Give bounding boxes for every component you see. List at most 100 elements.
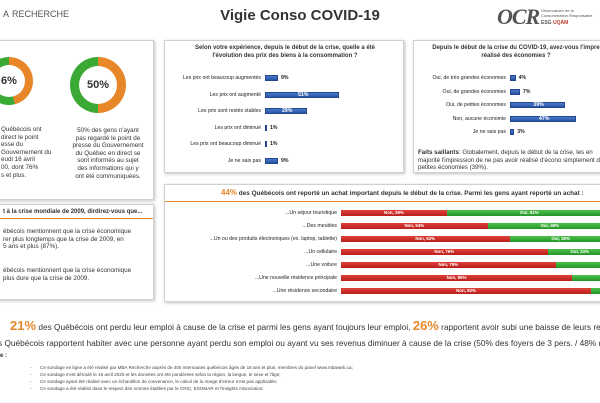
footer-stat-2: s Québécois rapportent habiter avec une … (0, 338, 600, 348)
non-value-label: Non, 62% (415, 236, 436, 241)
bar-value-label: 1% (270, 124, 278, 131)
purchase-row-label: ...Une nouvelle résidence principale (254, 275, 337, 281)
bar-label: Oui, de très grandes économies (432, 75, 506, 81)
bar-label: Non, aucune économie (452, 115, 506, 122)
bar-label: Les prix ont augmenté (209, 91, 261, 98)
ocr-logo: OCR Observatoire de la Consommation Resp… (497, 4, 600, 30)
note-line: - Ce sondage en ligne a été réalisé par M… (30, 365, 353, 370)
esg-label: ESG UQÀM (541, 20, 569, 26)
donut-left-text: Québécois ont direct le point esse du Gouve… (1, 126, 61, 179)
purchase-row-label: ...Un ou des produits électroniques (ex.… (209, 236, 337, 242)
donut-right-text-line: presse du Gouvernement (72, 142, 144, 150)
bar (265, 75, 279, 81)
oui-segment (547, 249, 600, 255)
note-line: - Ce sondage s'est déroulé le 16 avril 20… (30, 372, 281, 377)
non-value-label: Non, 92% (456, 288, 476, 293)
donut-left-text-line: esse du (1, 141, 24, 149)
footer-stat-1: 21% des Québécois ont perdu leur emploi … (10, 318, 600, 333)
savings-question-line: Depuis le début de la crise du COVID-19,… (432, 45, 600, 51)
bar-value-label: 47% (539, 115, 550, 122)
donut-right-text-line: pas regardé le point de (75, 134, 141, 142)
oui-segment (555, 262, 600, 268)
bar-value-label: 9% (281, 157, 289, 164)
non-segment (341, 249, 548, 255)
prices-question-line: Selon votre expérience, depuis le début … (194, 45, 376, 51)
ocr-subtitle: Observatoire de la Consommation Responsa… (541, 8, 593, 18)
bar-label: Je ne sais pas (227, 157, 261, 164)
oui-segment (487, 223, 600, 229)
recession-title: t à la crise mondiale de 2009, dirdirez-… (3, 209, 143, 215)
oui-value-label: Oui, 61% (520, 210, 539, 215)
bar (265, 141, 267, 147)
non-segment (341, 288, 592, 294)
bar-label: Oui, de petites économies (446, 102, 506, 108)
purchase-row-label: ...Une voiture (306, 262, 337, 268)
non-value-label: Non, 85% (446, 275, 467, 280)
bar-value-label: 29% (282, 108, 293, 114)
oui-segment (447, 210, 600, 216)
bar (510, 129, 515, 135)
bar-label: Les prix ont beaucoup diminué (190, 141, 261, 147)
bar (510, 75, 516, 81)
donut-left-text-line: direct le point (1, 133, 39, 141)
bar-value-label: 9% (281, 75, 289, 81)
bar (265, 157, 279, 164)
donut-chart-left: 6% (0, 57, 33, 105)
donut-right-text-line: ont été communiquées. (75, 172, 141, 180)
non-value-label: Non, 76% (434, 249, 455, 254)
donut-left-text-line: Gouvernement du (1, 148, 52, 156)
faits-saillants: Faits saillants: Globalement, depuis le … (418, 149, 600, 172)
recession-paragraph-2: ébécois mentionnent que la crise économi… (3, 267, 153, 282)
note-line: - Ce sondage a été réalisé dans le respec… (30, 386, 264, 391)
page-title: Vigie Conso COVID-19 (220, 7, 380, 24)
donut-right-text-line: du Québec en direct se (75, 149, 141, 157)
donut-right-text-line: sont informés au sujet (77, 157, 139, 165)
bar (265, 91, 339, 98)
bar (265, 108, 308, 114)
prices-question-line: l'évolution des prix des biens à la cons… (212, 52, 358, 59)
bar-value-label: 39% (533, 102, 544, 108)
donut-panel: 6% 50% Québécois ont direct le point esse … (0, 40, 154, 200)
bar-label: Les prix ont diminué (214, 124, 261, 131)
donut-left-text-line: 00, dont 76% (1, 163, 39, 171)
oui-value-label: Oui, 24% (570, 249, 589, 254)
note-line: - Ce sondage ayant été réalisé avec un éc… (30, 379, 278, 384)
donut-left-text-line: eudi 16 avril (1, 156, 35, 164)
non-segment (341, 223, 488, 229)
bar-label: Les prix sont restés stables (198, 108, 261, 114)
donut-chart-right: 50% (70, 57, 126, 113)
purchase-title: 44% des Québécois ont reporté un achat i… (221, 188, 584, 198)
savings-question: Depuis le début de la crise du COVID-19,… (418, 45, 600, 60)
purchase-row-label: ...Des meubles (302, 223, 337, 229)
bar (510, 102, 565, 108)
non-segment (341, 262, 556, 268)
non-segment (341, 236, 510, 242)
bar-label: Les prix ont beaucoup augmentés (182, 75, 261, 81)
donut-right-value: 50% (78, 65, 118, 105)
logo-subtitle: RECHERCHE (12, 9, 70, 19)
purchase-panel: 44% des Québécois ont reporté un achat i… (164, 184, 600, 302)
bar (510, 88, 520, 95)
bar-value-label: 3% (517, 129, 525, 135)
prices-chart-panel: Selon votre expérience, depuis le début … (164, 40, 404, 173)
notes-label: e : (0, 353, 8, 359)
bar-value-label: 7% (522, 88, 531, 95)
savings-chart-panel: Depuis le début de la crise du COVID-19,… (413, 40, 600, 173)
non-segment (341, 275, 573, 281)
recession-p1-line: 5 ans et plus (87%). (3, 243, 60, 251)
non-value-label: Non, 54% (404, 223, 425, 228)
bar-value-label: 1% (270, 141, 278, 147)
non-segment (341, 210, 448, 216)
prices-question: Selon votre expérience, depuis le début … (169, 45, 401, 60)
donut-left-text-line: Québécois ont (1, 126, 42, 133)
donut-left-value: 6% (0, 64, 26, 98)
recession-p2-line: plus dure que la crise de 2009. (3, 274, 90, 282)
oui-segment (509, 236, 600, 242)
recession-p1-line: ébécois mentionnent que la crise économi… (3, 228, 132, 235)
donut-right-text-line: 50% des gens n'ayant (77, 127, 139, 134)
bar (510, 115, 576, 122)
recession-paragraph-1: ébécois mentionnent que la crise économi… (3, 228, 153, 251)
methodology-notes: - Ce sondage en ligne a été réalisé par M… (30, 364, 353, 392)
bar-label: Oui, de grandes économies (442, 88, 506, 95)
